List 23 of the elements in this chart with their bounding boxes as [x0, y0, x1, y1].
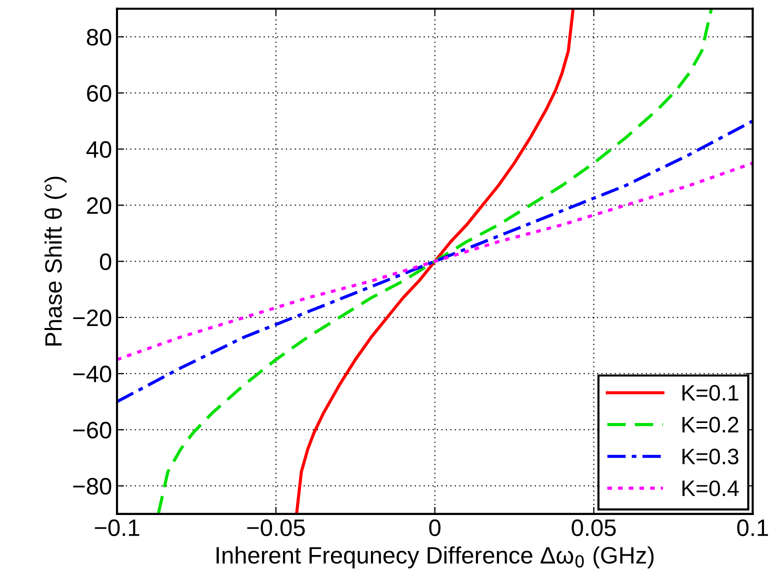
y-tick-label: 20	[87, 197, 112, 214]
legend-label: K=0.4	[682, 480, 739, 496]
legend-label: K=0.1	[682, 384, 738, 401]
legend-label: K=0.2	[682, 416, 738, 433]
x-axis-title: Inherent Frequnecy Difference Δω$_{0}$ (GHz)	[216, 546, 654, 568]
y-tick-label: 80	[86, 28, 112, 46]
line-series	[117, 162, 753, 362]
x-tick-label: −0.05	[247, 519, 305, 536]
y-tick-label: −20	[73, 310, 112, 326]
y-tick-label: 40	[86, 141, 112, 158]
line-series	[295, 8, 575, 514]
x-tick-label: 0	[429, 519, 440, 536]
x-tick-label: 0.1	[737, 519, 768, 536]
y-tick-label: −60	[73, 422, 112, 439]
x-tick-label: −0.1	[94, 519, 140, 536]
y-tick-label: −40	[73, 366, 112, 382]
y-tick-label: 0	[100, 253, 112, 270]
x-tick-label: 0.05	[572, 519, 616, 536]
y-tick-label: −80	[73, 478, 112, 495]
line-series	[117, 119, 753, 404]
y-tick-label: 60	[87, 85, 112, 102]
legend-label: K=0.3	[682, 448, 738, 464]
y-axis-title: Phase Shift θ (°)	[44, 176, 67, 346]
